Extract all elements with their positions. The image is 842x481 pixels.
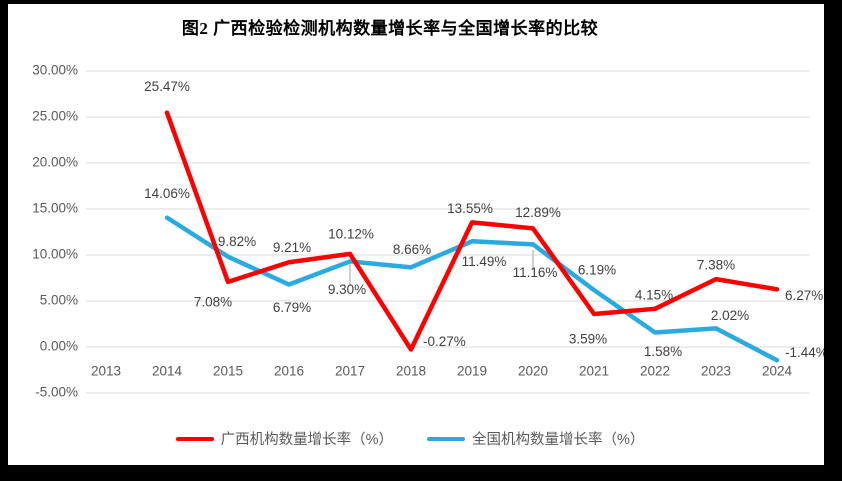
svg-text:20.00%: 20.00% <box>32 155 78 170</box>
svg-text:-1.44%: -1.44% <box>785 345 824 360</box>
svg-text:30.00%: 30.00% <box>32 63 78 78</box>
svg-text:2022: 2022 <box>640 364 670 379</box>
svg-text:10.00%: 10.00% <box>32 247 78 262</box>
svg-text:25.00%: 25.00% <box>32 109 78 124</box>
svg-text:11.16%: 11.16% <box>513 265 558 280</box>
svg-text:6.27%: 6.27% <box>785 288 823 303</box>
svg-text:2013: 2013 <box>91 364 121 379</box>
svg-text:2019: 2019 <box>457 364 487 379</box>
legend-label-national: 全国机构数量增长率（%） <box>472 432 645 448</box>
svg-text:3.59%: 3.59% <box>569 332 607 347</box>
svg-text:8.66%: 8.66% <box>393 242 431 257</box>
svg-text:2015: 2015 <box>213 364 243 379</box>
svg-text:2021: 2021 <box>579 364 609 379</box>
svg-text:2014: 2014 <box>152 364 183 379</box>
svg-text:2017: 2017 <box>335 364 365 379</box>
legend-item-guangxi: 广西机构数量增长率（%） <box>175 428 393 449</box>
svg-text:14.06%: 14.06% <box>144 186 190 201</box>
chart-title: 图2 广西检验检测机构数量增长率与全国增长率的比较 <box>181 19 599 38</box>
svg-text:10.12%: 10.12% <box>328 226 374 241</box>
svg-text:15.00%: 15.00% <box>32 201 78 216</box>
line-chart: 30.00% 25.00% 20.00% 15.00% 10.00% 5.00% 0.00%… <box>32 63 824 400</box>
legend-label-guangxi: 广西机构数量增长率（%） <box>220 432 393 448</box>
svg-text:12.89%: 12.89% <box>515 205 561 220</box>
svg-text:7.08%: 7.08% <box>194 294 232 309</box>
svg-text:0.00%: 0.00% <box>40 339 78 354</box>
svg-text:2016: 2016 <box>274 364 304 379</box>
svg-text:7.38%: 7.38% <box>697 258 735 273</box>
svg-text:1.58%: 1.58% <box>644 344 682 359</box>
svg-text:6.79%: 6.79% <box>273 300 311 315</box>
legend-swatch-national-icon <box>427 436 465 441</box>
svg-text:4.15%: 4.15% <box>635 287 673 302</box>
svg-text:2020: 2020 <box>518 364 548 379</box>
svg-text:-5.00%: -5.00% <box>35 385 78 400</box>
svg-text:6.19%: 6.19% <box>578 263 616 278</box>
svg-text:2018: 2018 <box>396 364 426 379</box>
legend-item-national: 全国机构数量增长率（%） <box>427 428 644 449</box>
svg-text:9.82%: 9.82% <box>218 234 256 249</box>
svg-text:25.47%: 25.47% <box>144 79 190 94</box>
svg-text:2024: 2024 <box>762 364 793 379</box>
svg-text:2.02%: 2.02% <box>711 308 749 323</box>
chart-legend: 广西机构数量增长率（%） 全国机构数量增长率（%） <box>2 428 818 449</box>
svg-text:9.30%: 9.30% <box>328 282 366 297</box>
svg-text:-0.27%: -0.27% <box>423 334 466 349</box>
svg-text:2023: 2023 <box>701 364 731 379</box>
svg-text:11.49%: 11.49% <box>462 254 507 269</box>
chart-area: 图2 广西检验检测机构数量增长率与全国增长率的比较 30.00% 25.00% 20… <box>8 4 824 465</box>
legend-swatch-guangxi-icon <box>175 436 214 441</box>
svg-text:5.00%: 5.00% <box>40 293 78 308</box>
svg-text:13.55%: 13.55% <box>447 201 493 216</box>
svg-text:9.21%: 9.21% <box>273 240 311 255</box>
